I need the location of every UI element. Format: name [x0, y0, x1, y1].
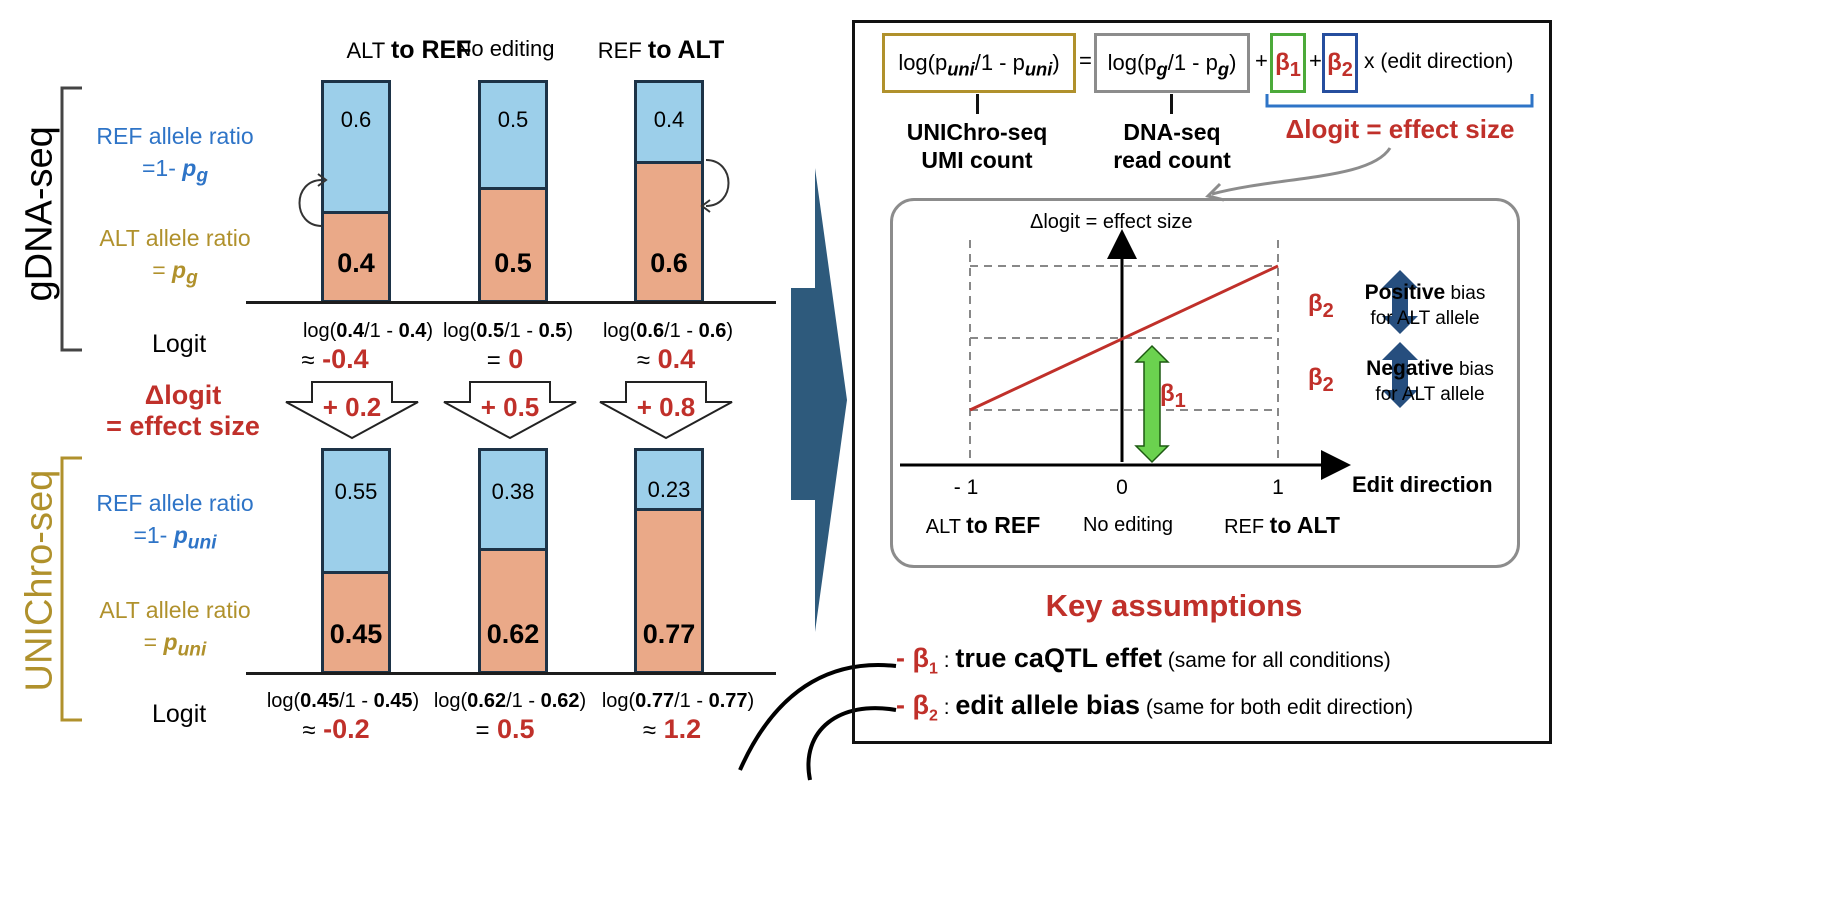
delta-value: + 0.5 [480, 392, 540, 422]
uni-ref-ratio-label: REF allele ratio =1- puni [96, 490, 254, 554]
beta2-label: β2 [1308, 364, 1334, 396]
beta1-arrow [1134, 344, 1170, 464]
key-assumptions-title: Key assumptions [1045, 588, 1303, 623]
eq-beta2-box: β2 [1322, 33, 1358, 93]
gdna-ref-ratio-label: REF allele ratio =1- pg [96, 123, 254, 187]
eq-plus: + [1309, 48, 1322, 73]
xcat-label: REF to ALT [1224, 512, 1340, 538]
gdna-logit-expr: log(0.4/1 - 0.4) [302, 320, 434, 342]
uni-logit-expr: log(0.77/1 - 0.77) [601, 690, 755, 712]
eq-lhs-box: log(puni/1 - puni) [882, 33, 1076, 93]
gdna-bar-no-editing: 0.5 0.5 [478, 80, 548, 303]
gdna-seq-label: gDNA-seq [18, 126, 61, 302]
bar-alt-value: 0.5 [494, 248, 532, 278]
delta-value: + 0.8 [636, 392, 696, 422]
bar-ref-value: 0.55 [334, 479, 378, 504]
beta2-arrow [1382, 270, 1418, 334]
xtick-label: 0 [1116, 476, 1128, 499]
positive-bias-label: Positive bias for ALT allele [1364, 281, 1486, 329]
eq-rhs-box: log(pg/1 - pg) [1094, 33, 1250, 93]
delta-arrow-icon [285, 381, 419, 440]
header-no-editing: No editing [455, 36, 555, 61]
effect-plot [900, 229, 1418, 480]
uni-count-label: UNIChro-seq UMI count [906, 119, 1048, 173]
effect-bracket [1265, 94, 1534, 108]
effect-size-label: Δlogit = effect size [1285, 114, 1515, 144]
beta1-label: β1 [1160, 380, 1186, 412]
assumption-item: - β2 : edit allele bias (same for both e… [896, 690, 1414, 725]
unichro-seq-label: UNIChro-seq [18, 469, 61, 692]
tick [976, 94, 979, 114]
uni-logit-expr: log(0.62/1 - 0.62) [433, 690, 587, 712]
uni-logit-value: = 0.5 [475, 714, 535, 744]
beta2-arrow [1382, 342, 1418, 408]
dna-count-label: DNA-seq read count [1113, 119, 1231, 173]
unichro-bracket [60, 456, 82, 722]
uni-baseline [246, 672, 776, 675]
connector-curves [738, 663, 897, 781]
negative-bias-label: Negative bias for ALT allele [1366, 357, 1494, 405]
assumption-item: - β1 : true caQTL effet (same for all co… [896, 643, 1391, 678]
gdna-baseline [246, 301, 776, 304]
uni-bar-alt-to-ref: 0.55 0.45 [321, 448, 391, 674]
bar-ref-value: 0.4 [653, 107, 685, 132]
bar-ref-value: 0.6 [340, 107, 372, 132]
xtick-label: - 1 [953, 476, 979, 499]
big-arrow-icon [791, 168, 847, 632]
delta-logit-label: Δlogit = effect size [106, 380, 260, 441]
header-alt-to-ref: ALT to REF [346, 36, 472, 64]
eq-beta1-box: β1 [1270, 33, 1306, 93]
gdna-bar-ref-to-alt: 0.4 0.6 [634, 80, 704, 303]
plot-xlabel: Edit direction [1352, 472, 1493, 497]
uni-alt-ratio-label: ALT allele ratio = puni [99, 597, 251, 661]
beta2-label: β2 [1308, 290, 1334, 322]
uni-logit-expr: log(0.45/1 - 0.45) [266, 690, 420, 712]
delta-arrow-icon [599, 381, 733, 440]
gdna-bar-alt-to-ref: 0.6 0.4 [321, 80, 391, 303]
swap-arrow-icon [298, 173, 328, 227]
gdna-logit-expr: log(0.5/1 - 0.5) [442, 320, 574, 342]
uni-bar-no-editing: 0.38 0.62 [478, 448, 548, 674]
uni-logit-label: Logit [152, 700, 207, 728]
xcat-label: No editing [1082, 514, 1174, 536]
bar-ref-value: 0.23 [647, 477, 691, 502]
bar-alt-value: 0.62 [486, 619, 540, 649]
bar-alt-value: 0.77 [642, 619, 696, 649]
gdna-bracket [60, 86, 82, 352]
tick [1170, 94, 1173, 114]
uni-logit-value: ≈ 1.2 [642, 714, 702, 744]
gdna-logit-expr: log(0.6/1 - 0.6) [602, 320, 734, 342]
gdna-logit-value: ≈ 0.4 [636, 344, 696, 374]
model-panel [852, 20, 1552, 744]
gdna-logit-label: Logit [152, 330, 207, 358]
gdna-logit-value: = 0 [486, 344, 524, 374]
bar-ref-value: 0.5 [497, 107, 529, 132]
xcat-label: ALT to REF [925, 512, 1041, 538]
bar-alt-value: 0.4 [337, 248, 375, 278]
plot-box [890, 198, 1520, 568]
bar-alt-value: 0.6 [650, 248, 688, 278]
eq-equals: = [1079, 48, 1092, 73]
xtick-label: 1 [1272, 476, 1284, 499]
uni-bar-ref-to-alt: 0.23 0.77 [634, 448, 704, 674]
eq-plus: + [1255, 48, 1268, 73]
delta-arrow-icon [443, 381, 577, 440]
bar-alt-value: 0.45 [329, 619, 383, 649]
gdna-alt-ratio-label: ALT allele ratio = pg [99, 225, 251, 289]
uni-logit-value: ≈ -0.2 [302, 714, 370, 744]
effect-line [969, 264, 1279, 412]
swap-arrow-icon [700, 159, 730, 213]
plot-ylabel: Δlogit = effect size [1030, 211, 1193, 233]
header-ref-to-alt: REF to ALT [597, 36, 725, 64]
gdna-logit-value: ≈ -0.4 [301, 344, 369, 374]
eq-tail: x (edit direction) [1364, 50, 1514, 73]
delta-value: + 0.2 [322, 392, 382, 422]
bar-ref-value: 0.38 [491, 479, 535, 504]
